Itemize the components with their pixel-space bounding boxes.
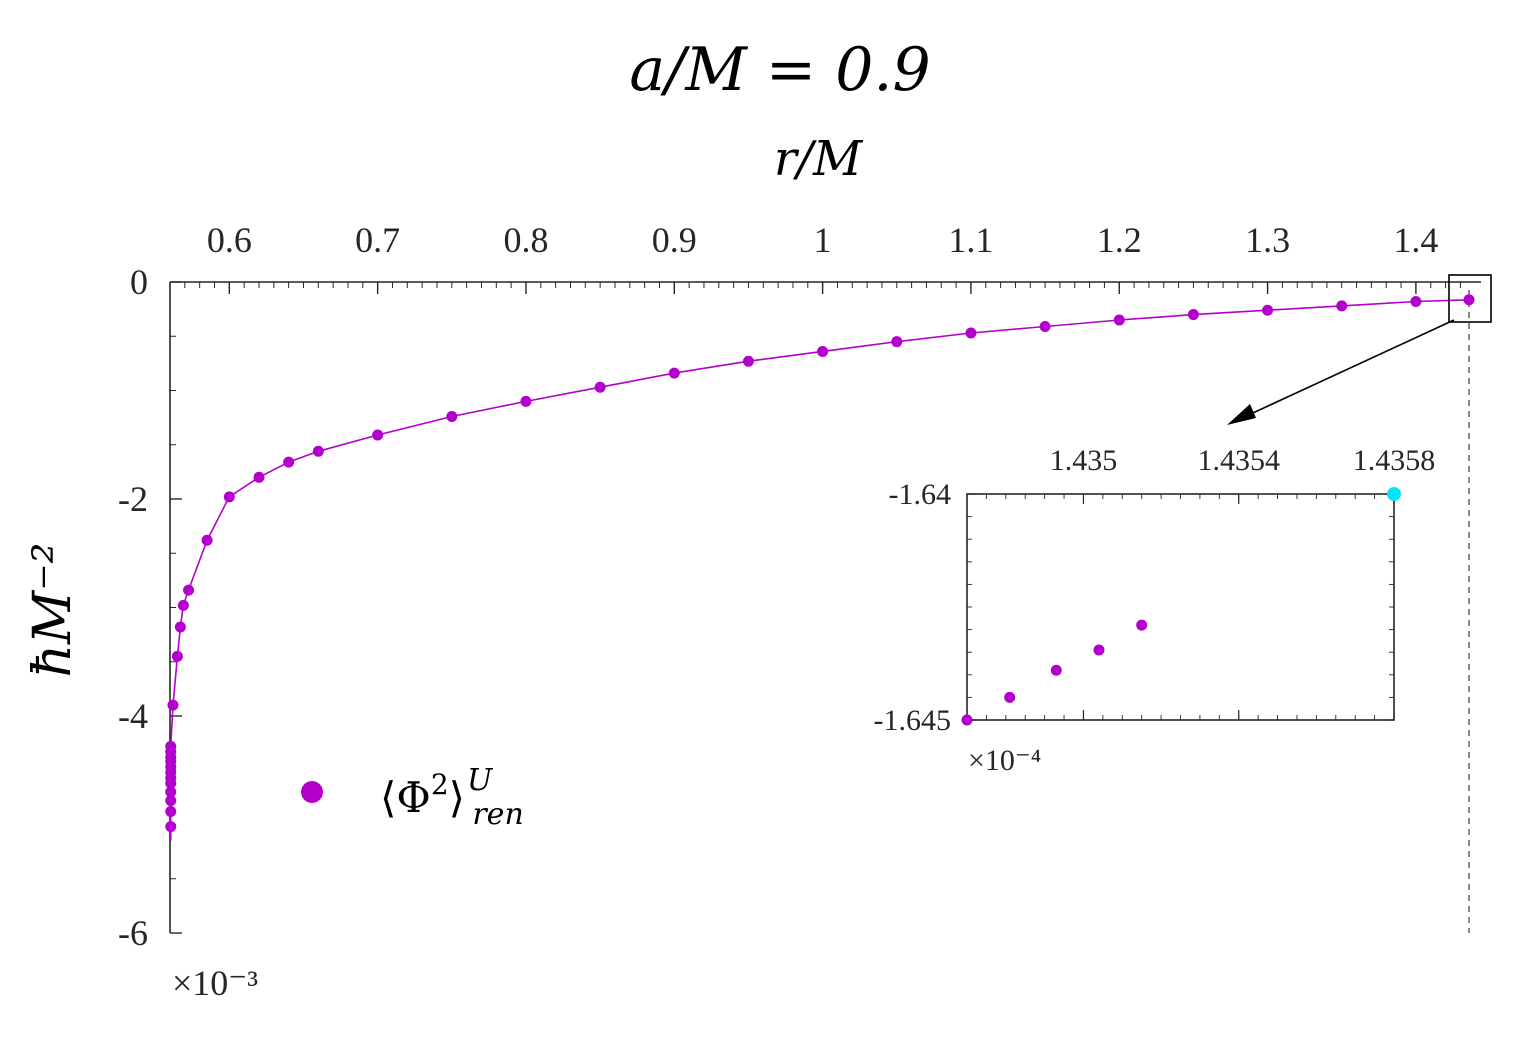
data-point	[1187, 309, 1199, 321]
data-point	[1113, 314, 1125, 326]
chart-title: a/M = 0.9	[629, 35, 930, 105]
data-point	[446, 411, 458, 423]
data-point	[965, 327, 977, 339]
y-tick-label: -2	[118, 479, 148, 519]
main-axes: 0.6 0.7 0.8 0.9 1 1.1 1.2 1.3 1.4 0 -2 -4 -6	[118, 220, 1481, 953]
data-point	[891, 336, 903, 348]
inset-data-point	[961, 714, 973, 726]
x-tick-label: 0.6	[207, 220, 252, 260]
data-point	[223, 491, 235, 503]
data-point	[1336, 300, 1348, 312]
data-point	[520, 395, 532, 407]
inset-y-tick-label: -1.64	[889, 478, 952, 511]
inset-y-tick-label: -1.645	[874, 704, 952, 737]
data-point	[1410, 296, 1422, 308]
inset-marks	[961, 487, 1401, 726]
inset-x-tick-label: 1.4354	[1197, 444, 1280, 477]
chart-title-text: a/M = 0.9	[629, 35, 930, 105]
inset-axes: 1.435 1.4354 1.4358 -1.64 -1.645	[874, 444, 1436, 737]
x-tick-label: 0.8	[503, 220, 548, 260]
data-point	[174, 621, 186, 633]
legend-entry: ⟨Φ2⟩U ren	[380, 763, 524, 832]
main-marks	[165, 294, 1475, 841]
inset-highlight-point	[1387, 487, 1401, 501]
svg-text:a/M = 0.9: a/M = 0.9	[629, 35, 930, 105]
x-tick-label: 1.3	[1245, 220, 1290, 260]
data-point	[668, 367, 680, 379]
data-point	[594, 381, 606, 393]
data-point	[183, 584, 195, 596]
data-point	[165, 740, 177, 752]
data-point	[167, 699, 179, 711]
data-point	[165, 786, 177, 798]
data-point	[283, 456, 295, 468]
data-point	[201, 534, 213, 546]
data-point	[372, 429, 384, 441]
data-point	[253, 471, 265, 483]
y-tick-label: 0	[130, 262, 148, 302]
x-tick-label: 0.9	[652, 220, 697, 260]
inset-x-tick-label: 1.435	[1050, 444, 1118, 477]
data-point	[817, 345, 829, 357]
x-tick-label: 1.2	[1097, 220, 1142, 260]
zoom-arrow	[1227, 319, 1455, 425]
zoom-box	[1448, 274, 1492, 323]
legend-marker	[301, 781, 323, 803]
inset-frame	[966, 493, 1395, 721]
data-point	[165, 805, 177, 817]
legend: ⟨Φ2⟩U ren	[301, 763, 524, 832]
data-point	[312, 445, 324, 457]
data-point	[177, 599, 189, 611]
inset-x-tick-label: 1.4358	[1353, 444, 1436, 477]
data-point	[165, 795, 177, 807]
data-point	[165, 821, 177, 833]
x-axis-label: r/M	[774, 131, 864, 187]
y-tick-label: -6	[118, 913, 148, 953]
y-tick-label: -4	[118, 696, 148, 736]
inset-multiplier-label: ×10⁻⁴	[968, 744, 1041, 777]
inset-data-point	[1050, 664, 1062, 676]
inset-data-point	[1093, 644, 1105, 656]
x-tick-label: 1	[814, 220, 832, 260]
inset-data-point	[1004, 691, 1016, 703]
x-tick-label: 1.1	[948, 220, 993, 260]
data-point	[171, 650, 183, 662]
x-tick-label: 1.4	[1393, 220, 1438, 260]
x-tick-label: 0.7	[355, 220, 400, 260]
y-multiplier-label: ×10⁻³	[172, 963, 258, 1003]
data-point	[1262, 304, 1274, 316]
data-point	[1463, 294, 1475, 306]
data-point	[1039, 320, 1051, 332]
y-axis-label: ħM⁻²	[23, 542, 83, 677]
inset-data-point	[1136, 619, 1148, 631]
data-point	[742, 355, 754, 367]
